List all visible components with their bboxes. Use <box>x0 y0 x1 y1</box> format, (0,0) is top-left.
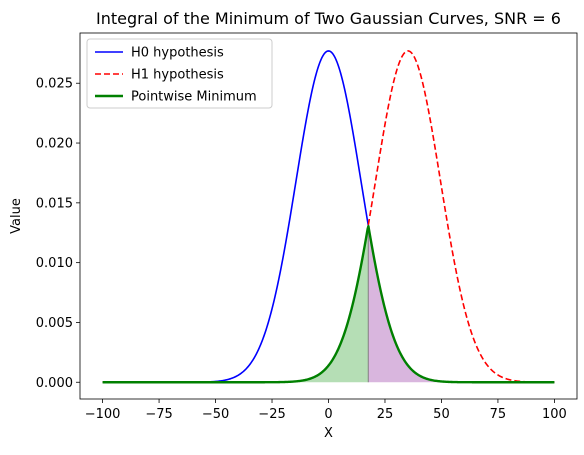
legend-box <box>86 38 273 109</box>
chart-title: Integral of the Minimum of Two Gaussian … <box>96 9 561 28</box>
legend-label: Pointwise Minimum <box>131 90 257 105</box>
legend-label: H1 hypothesis <box>131 68 224 83</box>
curves <box>102 50 555 384</box>
shaded-integral-left <box>102 225 369 383</box>
x-tick-label: −25 <box>258 407 285 422</box>
y-tick-label: 0.025 <box>36 77 73 92</box>
x-tick-label: −50 <box>202 407 229 422</box>
x-tick-label: 75 <box>490 407 507 422</box>
legend: H0 hypothesis H1 hypothesis Pointwise Mini… <box>86 38 273 109</box>
y-tick-label: 0.020 <box>36 137 73 152</box>
series-pointwise-minimum <box>102 224 555 384</box>
x-axis-ticks: −100 −75 −50 −25 0 25 50 75 100 <box>85 399 567 422</box>
shaded-regions <box>102 225 555 383</box>
legend-label: H0 hypothesis <box>131 46 224 61</box>
shaded-integral-right <box>368 225 555 383</box>
x-tick-label: 50 <box>433 407 450 422</box>
y-tick-label: 0.000 <box>36 376 73 391</box>
x-tick-label: −75 <box>145 407 172 422</box>
x-axis-label: X <box>324 426 333 441</box>
y-tick-label: 0.005 <box>36 316 73 331</box>
x-tick-label: 100 <box>542 407 567 422</box>
x-tick-label: 0 <box>324 407 332 422</box>
y-axis-label: Value <box>9 198 24 234</box>
x-tick-label: −100 <box>85 407 121 422</box>
y-tick-label: 0.010 <box>36 256 73 271</box>
x-tick-label: 25 <box>377 407 394 422</box>
y-axis-ticks: 0.000 0.005 0.010 0.015 0.020 0.025 <box>36 77 80 391</box>
y-tick-label: 0.015 <box>36 196 73 211</box>
